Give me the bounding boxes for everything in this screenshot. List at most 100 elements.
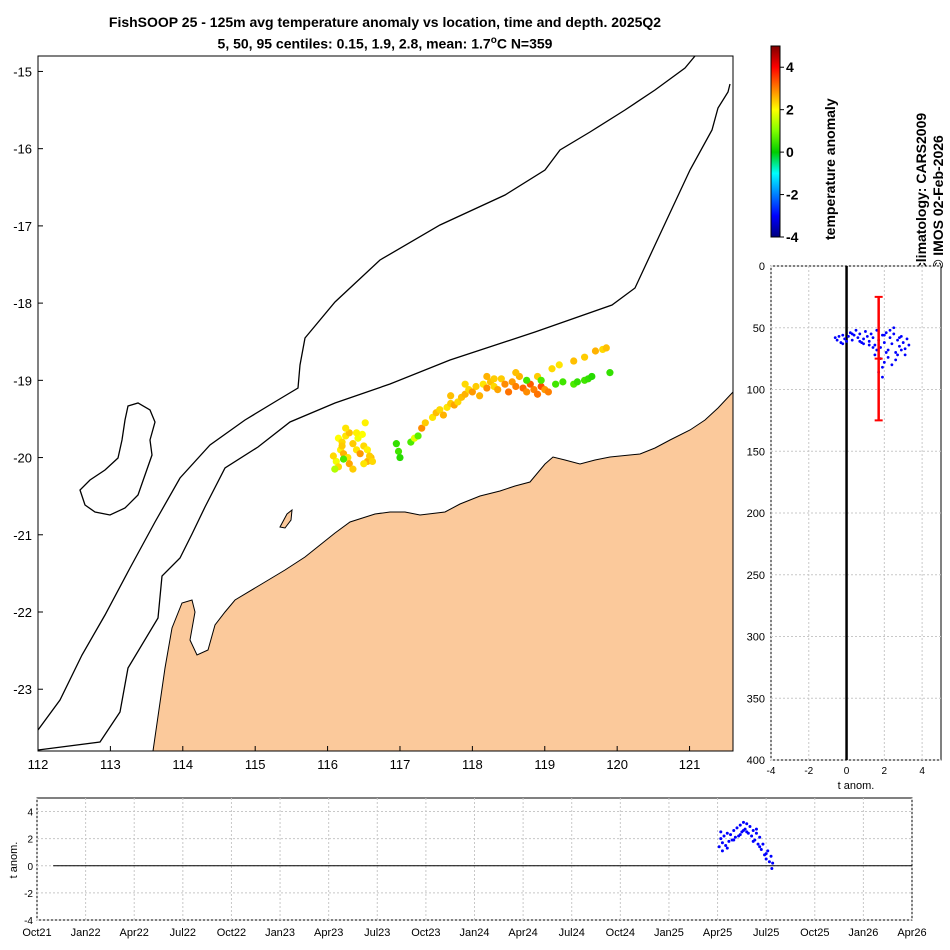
- timeseries-point: [720, 849, 724, 853]
- timeseries-x-tick-label: Oct23: [411, 927, 440, 939]
- map-point: [501, 380, 509, 388]
- profile-point: [898, 336, 901, 340]
- map-point: [339, 455, 348, 463]
- timeseries-point: [745, 830, 749, 834]
- timeseries-x-tick-label: Apr26: [897, 927, 926, 939]
- map-point: [504, 388, 513, 396]
- profile-point: [867, 343, 871, 347]
- map-point: [544, 388, 552, 396]
- profile-point: [892, 332, 896, 336]
- profile-point: [858, 332, 862, 336]
- profile-point: [898, 344, 901, 348]
- timeseries-ylabel: t anom.: [8, 842, 20, 879]
- map-point: [490, 375, 498, 383]
- profile-x-tick-label: -2: [804, 766, 813, 777]
- map-point: [329, 452, 337, 460]
- map-x-tick-label: 112: [28, 757, 49, 772]
- profile-point: [850, 338, 854, 342]
- profile-x-tick-label: 2: [882, 766, 888, 777]
- profile-point: [873, 343, 877, 347]
- subtitle-suffix: C N=359: [496, 35, 553, 52]
- profile-error-bar: [874, 295, 883, 422]
- profile-point: [881, 365, 884, 369]
- profile-y-tick-label: 200: [747, 508, 765, 520]
- timeseries-point: [717, 845, 721, 849]
- profile-point: [843, 337, 847, 341]
- timeseries-y-tick-label: 0: [27, 862, 33, 873]
- map-point: [365, 452, 374, 460]
- timeseries-point: [745, 822, 749, 826]
- timeseries-point: [725, 846, 729, 850]
- timeseries-point: [769, 854, 773, 858]
- map-point: [358, 430, 366, 438]
- map-x-tick-label: 120: [606, 757, 628, 772]
- profile-y-tick-label: 0: [759, 261, 765, 273]
- map-point: [447, 392, 455, 400]
- map-point: [331, 465, 339, 473]
- profile-point: [867, 339, 871, 343]
- timeseries-point: [732, 829, 736, 833]
- timeseries-x-tick-label: Jan22: [71, 927, 101, 939]
- profile-point: [845, 339, 848, 343]
- profile-point: [856, 336, 860, 340]
- map-point: [559, 378, 567, 386]
- profile-xlabel: t anom.: [838, 780, 875, 792]
- map-point: [580, 353, 589, 361]
- timeseries-point: [741, 820, 745, 824]
- profile-point: [884, 331, 888, 335]
- timeseries-point: [751, 839, 755, 843]
- map-x-axis: 112 113 114 115 116 117 118 119 120 121: [28, 746, 700, 772]
- profile-y-tick-label: 150: [747, 446, 765, 458]
- timeseries-point: [756, 842, 760, 846]
- profile-point: [884, 351, 888, 354]
- map-y-tick-label: -20: [13, 451, 32, 466]
- profile-point: [886, 355, 890, 359]
- map-x-tick-label: 114: [172, 757, 193, 772]
- profile-point: [890, 363, 894, 367]
- profile-y-tick-label: 400: [747, 755, 765, 767]
- map-point: [396, 453, 404, 462]
- profile-point: [882, 341, 886, 344]
- timeseries-x-tick-label: Jul23: [364, 927, 390, 939]
- profile-point: [833, 336, 837, 340]
- colorbar-bar: [770, 45, 781, 238]
- profile-point: [903, 347, 907, 351]
- timeseries-point: [758, 835, 762, 839]
- profile-grid: [770, 265, 941, 761]
- timeseries-point: [738, 823, 742, 827]
- timeseries-point: [761, 842, 765, 846]
- timeseries-x-tick-label: Apr23: [314, 927, 343, 939]
- timeseries-x-tick-label: Oct21: [22, 927, 51, 939]
- colorbar: 4 2 0 -2 -4: [770, 45, 799, 245]
- profile-point: [862, 337, 865, 341]
- profile-points: [833, 326, 911, 379]
- colorbar-tick-label: 4: [786, 59, 794, 75]
- map-point: [570, 357, 578, 365]
- bathymetry-contour-outer: [38, 56, 696, 731]
- timeseries-point: [754, 831, 758, 835]
- chart-subtitle: 5, 50, 95 centiles: 0.15, 1.9, 2.8, mean…: [0, 35, 770, 52]
- timeseries-point: [770, 866, 774, 870]
- land-mass: [152, 391, 733, 751]
- map-y-tick-label: -21: [13, 528, 32, 543]
- profile-y-tick-label: 250: [747, 570, 765, 582]
- timeseries-y-tick-label: 4: [27, 808, 33, 819]
- island-small: [279, 508, 293, 529]
- map-point: [421, 419, 429, 427]
- map-point: [392, 440, 400, 448]
- map-point: [537, 376, 545, 384]
- map-y-tick-label: -18: [13, 296, 32, 311]
- profile-point: [894, 358, 898, 362]
- timeseries-point: [758, 845, 762, 849]
- island-large: [79, 402, 156, 516]
- timeseries-point: [766, 849, 770, 853]
- map-point: [588, 372, 596, 381]
- map-x-tick-label: 113: [100, 757, 121, 772]
- map-point: [523, 388, 531, 396]
- map-point: [332, 457, 340, 466]
- profile-point: [881, 375, 884, 379]
- profile-point: [907, 343, 911, 347]
- profile-point: [871, 346, 875, 349]
- profile-point: [850, 332, 854, 336]
